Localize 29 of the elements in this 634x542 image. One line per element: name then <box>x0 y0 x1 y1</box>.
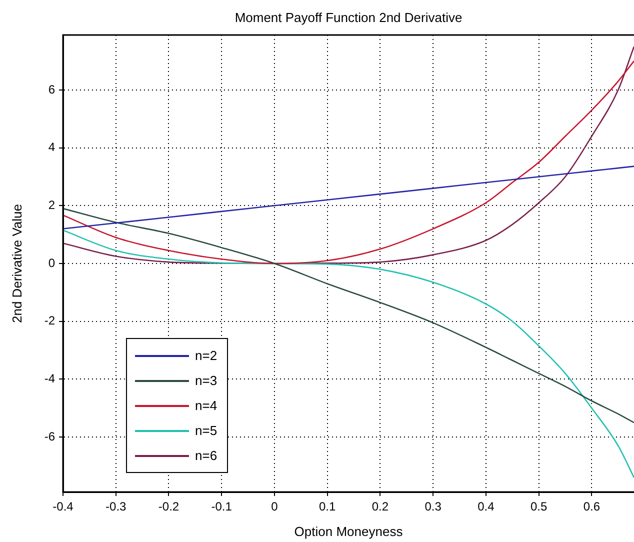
x-tick-label: -0.4 <box>52 500 74 514</box>
y-tick-label: 2 <box>48 198 56 212</box>
y-axis-title: 2nd Derivative Value <box>9 204 24 323</box>
x-tick-label: 0.2 <box>372 500 389 514</box>
x-tick-label: -0.2 <box>158 500 180 514</box>
x-axis-title: Option Moneyness <box>294 524 404 539</box>
chart-title: Moment Payoff Function 2nd Derivative <box>234 10 464 25</box>
y-tick-label: 0 <box>48 256 56 270</box>
y-tick-label: 6 <box>48 82 56 96</box>
x-tick-label: 0.6 <box>583 500 600 514</box>
x-tick-label: -0.1 <box>211 500 232 514</box>
y-tick-label: -2 <box>44 314 56 328</box>
legend-label: n=3 <box>195 373 218 388</box>
y-tick-label: -4 <box>44 372 56 386</box>
x-tick-label: 0.1 <box>319 500 336 514</box>
line-series <box>63 208 634 424</box>
legend-label: n=4 <box>195 398 218 413</box>
legend-label: n=5 <box>195 423 218 438</box>
y-tick-label: 4 <box>48 140 56 154</box>
x-tick-label: 0.3 <box>424 500 442 514</box>
legend-label: n=2 <box>195 348 218 363</box>
x-tick-label: 0 <box>271 500 278 514</box>
legend-label: n=6 <box>195 448 218 463</box>
x-tick-label: 0.5 <box>530 500 548 514</box>
line-series <box>63 166 634 230</box>
y-tick-label: -6 <box>44 429 56 444</box>
x-tick-label: 0.4 <box>478 500 495 514</box>
x-tick-label: -0.3 <box>106 500 127 514</box>
line-series <box>63 230 634 478</box>
